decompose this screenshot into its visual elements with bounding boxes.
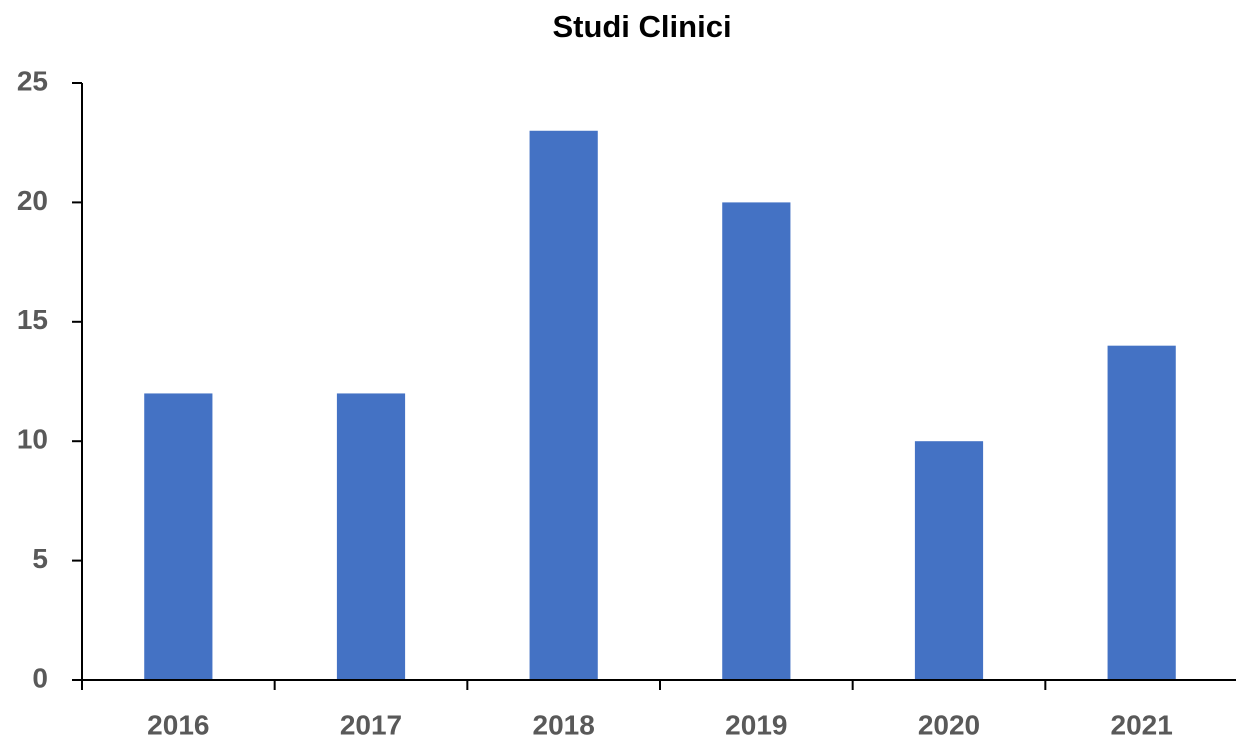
y-tick-label: 0 <box>32 662 48 693</box>
x-tick-label: 2016 <box>147 709 209 740</box>
y-tick-label: 10 <box>17 424 48 455</box>
x-tick-label: 2019 <box>725 709 787 740</box>
y-tick-label: 20 <box>17 185 48 216</box>
bar <box>336 393 406 680</box>
bar <box>144 393 213 680</box>
bar <box>722 202 791 680</box>
x-tick-label: 2018 <box>533 709 595 740</box>
y-tick-label: 25 <box>17 65 48 96</box>
x-tick-label: 2020 <box>918 709 980 740</box>
y-tick-label: 5 <box>32 543 48 574</box>
y-tick-label: 15 <box>17 304 48 335</box>
bar <box>1107 345 1176 680</box>
x-tick-label: 2017 <box>340 709 402 740</box>
bar <box>529 130 598 680</box>
x-tick-label: 2021 <box>1111 709 1173 740</box>
chart-title: Studi Clinici <box>552 9 731 44</box>
bar <box>914 441 984 680</box>
